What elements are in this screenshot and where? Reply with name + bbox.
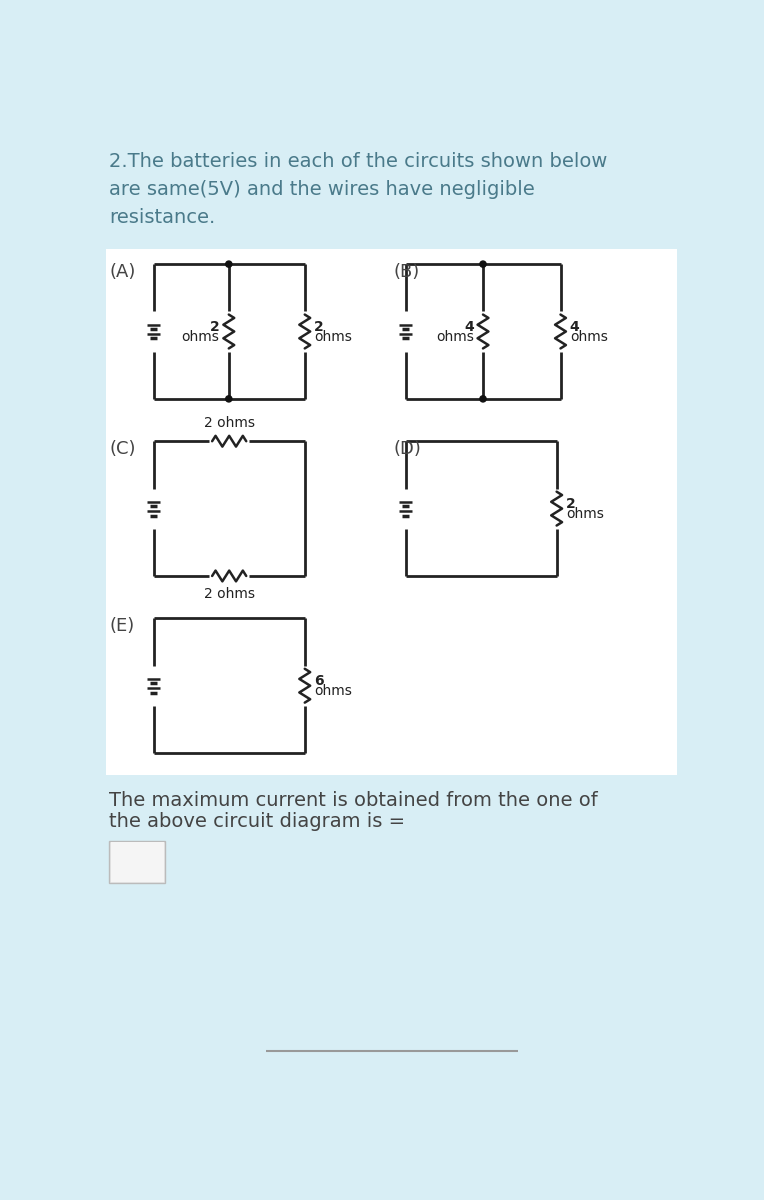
Text: ohms: ohms	[314, 330, 352, 344]
Text: the above circuit diagram is =: the above circuit diagram is =	[109, 812, 406, 832]
Text: 2: 2	[566, 497, 576, 511]
Text: (E): (E)	[109, 617, 134, 635]
Text: ohms: ohms	[182, 330, 219, 344]
Text: 2 ohms: 2 ohms	[204, 416, 254, 431]
Text: 2: 2	[210, 320, 219, 334]
Text: (A): (A)	[109, 263, 136, 281]
Circle shape	[480, 262, 486, 268]
Text: 2: 2	[314, 320, 324, 334]
Text: (B): (B)	[394, 263, 420, 281]
Text: ohms: ohms	[566, 506, 604, 521]
Circle shape	[225, 396, 232, 402]
Circle shape	[480, 396, 486, 402]
Bar	[106, 248, 677, 775]
Text: ohms: ohms	[435, 330, 474, 344]
Text: The maximum current is obtained from the one of: The maximum current is obtained from the…	[109, 791, 598, 810]
Text: (D): (D)	[394, 439, 422, 457]
Text: 2 ohms: 2 ohms	[204, 587, 254, 601]
Text: 2.The batteries in each of the circuits shown below
are same(5V) and the wires h: 2.The batteries in each of the circuits …	[109, 151, 608, 227]
Text: 4: 4	[464, 320, 474, 334]
Text: ohms: ohms	[314, 684, 352, 698]
Text: 6: 6	[314, 674, 324, 688]
Text: ohms: ohms	[570, 330, 607, 344]
Bar	[111, 842, 163, 882]
Circle shape	[225, 262, 232, 268]
Text: 4: 4	[570, 320, 580, 334]
Text: (C): (C)	[109, 439, 136, 457]
Bar	[109, 841, 165, 883]
